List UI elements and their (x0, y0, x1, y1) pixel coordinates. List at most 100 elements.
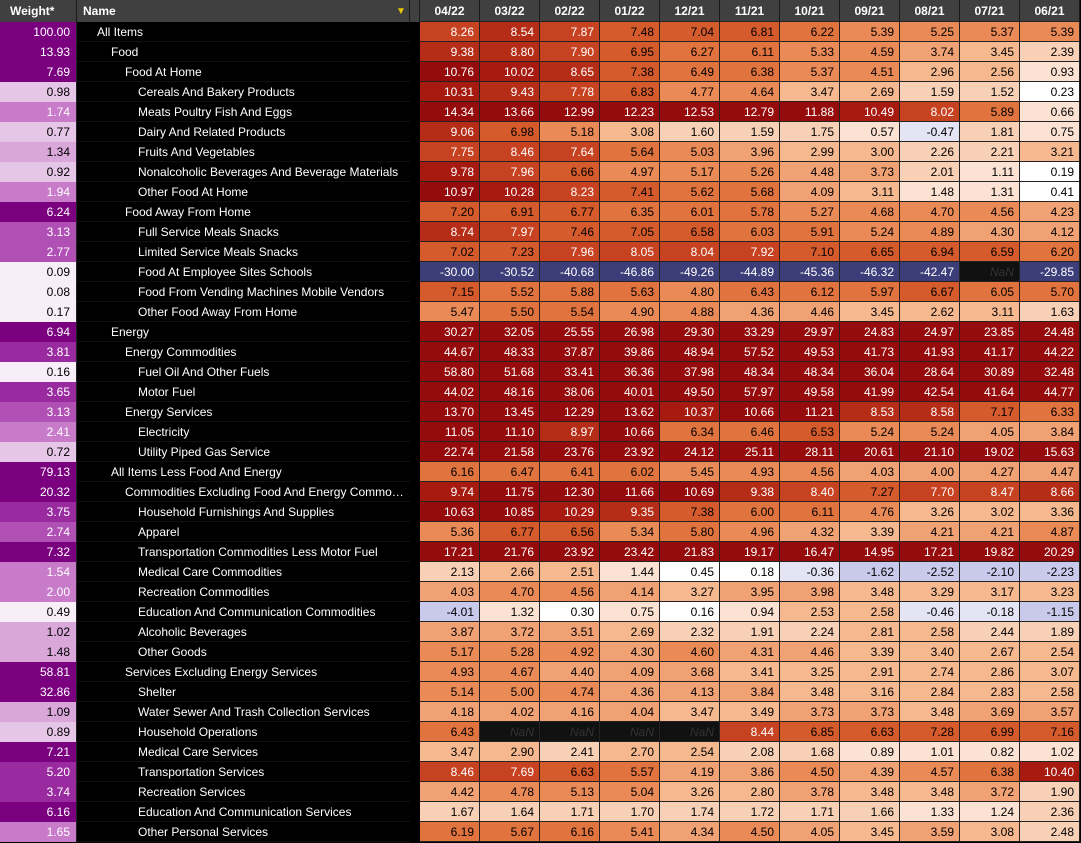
column-gap (410, 142, 420, 162)
table-row[interactable]: 0.16 Fuel Oil And Other Fuels 58.80 51.68 33… (0, 362, 1081, 382)
value-cell: 5.45 (660, 462, 720, 482)
value-cell: 4.36 (720, 302, 780, 322)
value-cell: 48.34 (780, 362, 840, 382)
column-gap (410, 242, 420, 262)
value-cell: 6.22 (780, 22, 840, 42)
value-cell: 6.63 (540, 762, 600, 782)
filter-icon[interactable]: ▼ (396, 5, 406, 17)
value-cell: 2.69 (840, 82, 900, 102)
value-cell: 6.46 (720, 422, 780, 442)
value-cell: 2.81 (840, 622, 900, 642)
table-row[interactable]: 3.74 Recreation Services 4.42 4.78 5.13 5.04 3… (0, 782, 1081, 802)
value-cell: 5.68 (720, 182, 780, 202)
table-row[interactable]: 100.00 All Items 8.26 8.54 7.87 7.48 7.04 6.81 6… (0, 22, 1081, 42)
date-column-header[interactable]: 08/21 (900, 0, 960, 22)
table-row[interactable]: 0.17 Other Food Away From Home 5.47 5.50 5.5… (0, 302, 1081, 322)
value-cell: -46.32 (840, 262, 900, 282)
value-cell: 4.76 (840, 502, 900, 522)
value-cell: 2.39 (1020, 42, 1080, 62)
table-row[interactable]: 1.48 Other Goods 5.17 5.28 4.92 4.30 4.60 4.31 4… (0, 642, 1081, 662)
table-row[interactable]: 5.20 Transportation Services 8.46 7.69 6.63 5… (0, 762, 1081, 782)
table-row[interactable]: 13.93 Food 9.38 8.80 7.90 6.95 6.27 6.11 5.33 4.5… (0, 42, 1081, 62)
weight-cell: 6.16 (0, 802, 77, 822)
table-row[interactable]: 3.13 Full Service Meals Snacks 8.74 7.97 7.4… (0, 222, 1081, 242)
value-cell: 3.68 (660, 662, 720, 682)
table-row[interactable]: 7.32 Transportation Commodities Less Moto… (0, 542, 1081, 562)
value-cell: 10.02 (480, 62, 540, 82)
date-column-header[interactable]: 07/21 (960, 0, 1020, 22)
date-column-header[interactable]: 01/22 (600, 0, 660, 22)
value-cell: 0.45 (660, 562, 720, 582)
table-row[interactable]: 1.74 Meats Poultry Fish And Eggs 14.34 13.6… (0, 102, 1081, 122)
date-column-header[interactable]: 09/21 (840, 0, 900, 22)
value-cell: 48.34 (720, 362, 780, 382)
value-cell: 48.33 (480, 342, 540, 362)
table-row[interactable]: 0.08 Food From Vending Machines Mobile Ve… (0, 282, 1081, 302)
value-cell: 25.11 (720, 442, 780, 462)
value-cell: 8.74 (420, 222, 480, 242)
table-row[interactable]: 1.94 Other Food At Home 10.97 10.28 8.23 7.41… (0, 182, 1081, 202)
table-row[interactable]: 6.16 Education And Communication Services… (0, 802, 1081, 822)
value-cell: 21.58 (480, 442, 540, 462)
value-cell: 3.26 (900, 502, 960, 522)
table-row[interactable]: 2.41 Electricity 11.05 11.10 8.97 10.66 6.34 6.… (0, 422, 1081, 442)
value-cell: 5.33 (780, 42, 840, 62)
value-cell: 9.38 (420, 42, 480, 62)
table-row[interactable]: 1.54 Medical Care Commodities 2.13 2.66 2.51… (0, 562, 1081, 582)
table-row[interactable]: 3.81 Energy Commodities 44.67 48.33 37.87 39.… (0, 342, 1081, 362)
table-row[interactable]: 0.09 Food At Employee Sites Schools -30.00… (0, 262, 1081, 282)
table-row[interactable]: 32.86 Shelter 5.14 5.00 4.74 4.36 4.13 3.84 3.48… (0, 682, 1081, 702)
table-row[interactable]: 1.65 Other Personal Services 6.19 5.67 6.16 5… (0, 822, 1081, 842)
table-row[interactable]: 1.02 Alcoholic Beverages 3.87 3.72 3.51 2.69 2… (0, 622, 1081, 642)
table-row[interactable]: 7.21 Medical Care Services 3.47 2.90 2.41 2.7… (0, 742, 1081, 762)
value-cell: 8.26 (420, 22, 480, 42)
table-row[interactable]: 3.13 Energy Services 13.70 13.45 12.29 13.62 1… (0, 402, 1081, 422)
table-row[interactable]: 3.65 Motor Fuel 44.02 48.16 38.06 40.01 49.50 5… (0, 382, 1081, 402)
date-column-header[interactable]: 10/21 (780, 0, 840, 22)
table-row[interactable]: 0.72 Utility Piped Gas Service 22.74 21.58 2… (0, 442, 1081, 462)
date-column-header[interactable]: 11/21 (720, 0, 780, 22)
table-row[interactable]: 58.81 Services Excluding Energy Services 4… (0, 662, 1081, 682)
value-cell: 9.38 (720, 482, 780, 502)
table-row[interactable]: 3.75 Household Furnishings And Supplies 10… (0, 502, 1081, 522)
value-cell: 7.46 (540, 222, 600, 242)
date-column-header[interactable]: 12/21 (660, 0, 720, 22)
table-row[interactable]: 6.24 Food Away From Home 7.20 6.91 6.77 6.35 6… (0, 202, 1081, 222)
name-cell: Nonalcoholic Beverages And Beverage Mate… (77, 162, 410, 182)
value-cell: 10.66 (720, 402, 780, 422)
table-row[interactable]: 0.98 Cereals And Bakery Products 10.31 9.43… (0, 82, 1081, 102)
date-column-header[interactable]: 06/21 (1020, 0, 1080, 22)
table-row[interactable]: 2.00 Recreation Commodities 4.03 4.70 4.56 4.… (0, 582, 1081, 602)
table-row[interactable]: 6.94 Energy 30.27 32.05 25.55 26.98 29.30 33.29… (0, 322, 1081, 342)
table-row[interactable]: 0.77 Dairy And Related Products 9.06 6.98 5.… (0, 122, 1081, 142)
value-cell: 8.44 (720, 722, 780, 742)
table-row[interactable]: 1.09 Water Sewer And Trash Collection Ser… (0, 702, 1081, 722)
value-cell: 2.74 (900, 662, 960, 682)
table-row[interactable]: 7.69 Food At Home 10.76 10.02 8.65 7.38 6.49 6.… (0, 62, 1081, 82)
weight-column-header[interactable]: Weight* (0, 0, 77, 22)
name-cell: Education And Communication Commodities (77, 602, 410, 622)
table-row[interactable]: 1.34 Fruits And Vegetables 7.75 8.46 7.64 5.6… (0, 142, 1081, 162)
column-gap (410, 542, 420, 562)
name-column-header[interactable]: Name ▼ (77, 0, 410, 22)
date-column-header[interactable]: 02/22 (540, 0, 600, 22)
column-gap (410, 602, 420, 622)
name-cell: Motor Fuel (77, 382, 410, 402)
date-column-header[interactable]: 04/22 (420, 0, 480, 22)
table-row[interactable]: 0.92 Nonalcoholic Beverages And Beverage … (0, 162, 1081, 182)
value-cell: 4.50 (720, 822, 780, 842)
value-cell: -4.01 (420, 602, 480, 622)
weight-cell: 2.74 (0, 522, 77, 542)
date-column-header[interactable]: 03/22 (480, 0, 540, 22)
table-row[interactable]: 0.89 Household Operations 6.43 NaN NaN NaN NaN… (0, 722, 1081, 742)
table-row[interactable]: 2.74 Apparel 5.36 6.77 6.56 5.34 5.80 4.96 4.32 3… (0, 522, 1081, 542)
table-row[interactable]: 0.49 Education And Communication Commodit… (0, 602, 1081, 622)
table-row[interactable]: 20.32 Commodities Excluding Food And Ener… (0, 482, 1081, 502)
table-row[interactable]: 2.77 Limited Service Meals Snacks 7.02 7.23… (0, 242, 1081, 262)
name-cell: Other Food Away From Home (77, 302, 410, 322)
value-cell: 0.75 (600, 602, 660, 622)
table-row[interactable]: 79.13 All Items Less Food And Energy 6.16 6… (0, 462, 1081, 482)
value-cell: 20.29 (1020, 542, 1080, 562)
value-cell: 6.43 (420, 722, 480, 742)
